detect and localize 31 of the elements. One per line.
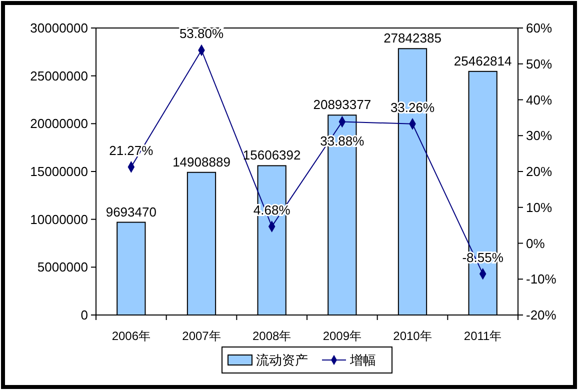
data-label: 15606392: [242, 148, 301, 163]
y-tick-label: 20000000: [30, 116, 88, 132]
y-tick-label: 5000000: [37, 260, 88, 275]
y2-tick-label: 10%: [526, 200, 552, 215]
y2-tick-label: 60%: [526, 20, 552, 36]
y2-tick-label: 40%: [526, 92, 552, 108]
data-label: 27842385: [384, 30, 442, 46]
y-tick-label: 10000000: [30, 212, 88, 227]
y-tick-label: 0: [80, 308, 88, 323]
y-tick-label: 30000000: [30, 20, 88, 36]
legend-label: 增幅: [349, 352, 376, 368]
x-tick-label: 2006年: [112, 329, 151, 343]
x-tick-label: 2011年: [464, 329, 502, 343]
x-tick-label: 2010年: [393, 329, 432, 343]
data-label: 20893377: [313, 97, 372, 112]
y2-tick-label: 50%: [526, 56, 552, 72]
y2-tick-label: 30%: [526, 128, 552, 144]
y-tick-label: 25000000: [30, 68, 88, 84]
x-tick-label: 2008年: [252, 329, 292, 343]
data-label: 14908889: [172, 154, 230, 170]
x-tick-label: 2009年: [322, 329, 362, 343]
legend-label: 流动资产: [256, 352, 308, 368]
y-tick-label: 15000000: [30, 164, 88, 180]
data-label: 53.80%: [179, 26, 224, 42]
x-tick-label: 2007年: [182, 329, 221, 343]
y2-tick-label: 20%: [526, 164, 552, 180]
y2-tick-label: -10%: [526, 272, 557, 287]
data-label: 9693470: [106, 204, 156, 220]
y2-tick-label: -20%: [526, 308, 557, 323]
y2-tick-label: 0%: [526, 236, 546, 251]
data-label: 25462814: [454, 53, 512, 68]
